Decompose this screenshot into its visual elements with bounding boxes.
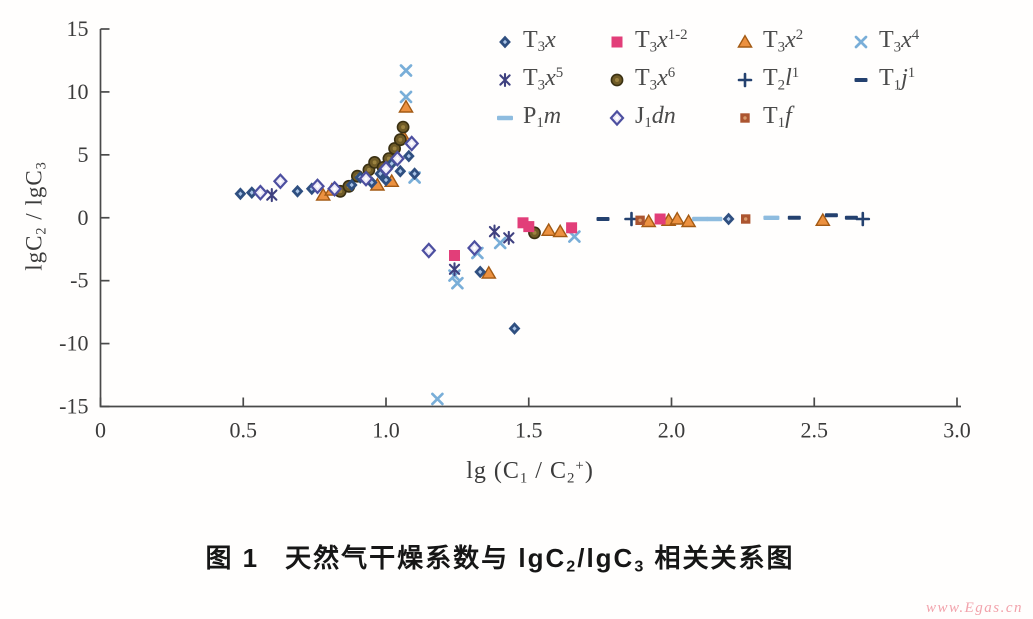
- y-tick-label: -15: [59, 394, 88, 419]
- legend-label: T3x2: [763, 27, 804, 56]
- legend-label: P1m: [523, 103, 562, 132]
- series-T3x: [234, 149, 735, 335]
- axes: [99, 28, 961, 408]
- legend-marker-ssquare-icon: [740, 113, 750, 123]
- legend-item-T1f: T1f: [732, 100, 848, 136]
- legend-marker-odiamond-icon: [609, 109, 625, 127]
- figure-number: 图 1: [205, 543, 260, 573]
- y-tick-label: 10: [67, 79, 89, 104]
- chart-legend: T3x T3x1-2 T3x2 T3x4 T3x5 T3x6 T2l1 T1j1 P1m J1dn…: [492, 24, 954, 136]
- legend-item-T3x5: T3x5: [492, 62, 604, 98]
- tick-labels: 15 10 5 0 -5 -10 -15 0 0.5 1.0 1.5 2.0 2.5 3.0: [59, 16, 971, 443]
- legend-label: J1dn: [635, 103, 676, 132]
- figure-caption: 图 1 天然气干燥系数与 lgC2/lgC3 相关关系图: [0, 538, 1000, 577]
- legend-marker-xmark-icon: [854, 35, 868, 49]
- x-tick-label: 0.5: [230, 418, 258, 443]
- series-T3x6: [333, 120, 541, 240]
- legend-marker-diamond-icon: [499, 35, 511, 49]
- legend-marker-square-icon: [611, 36, 623, 48]
- legend-item-T3x2: T3x2: [732, 24, 848, 60]
- watermark: www.Egas.cn: [925, 600, 1023, 616]
- legend-label: T2l1: [763, 65, 800, 94]
- legend-item-T2l1: T2l1: [732, 62, 848, 98]
- series-T1f: [635, 214, 751, 225]
- series-P1m: [692, 215, 780, 222]
- x-tick-label: 1.0: [372, 418, 400, 443]
- legend-label: T3x4: [879, 27, 920, 56]
- legend-label: T3x1-2: [635, 27, 688, 56]
- y-axis-label: lgC2 / lgC3: [21, 161, 50, 271]
- series-T1j1: [596, 213, 858, 221]
- series-T3x1-2: [449, 213, 666, 261]
- series-J1dn: [252, 135, 482, 259]
- x-tick-label: 1.5: [515, 418, 543, 443]
- legend-marker-triangle-icon: [737, 34, 753, 48]
- scatter-chart: 15 10 5 0 -5 -10 -15 0 0.5 1.0 1.5 2.0 2.5 3.0: [59, 16, 971, 443]
- legend-item-T3x: T3x: [492, 24, 604, 60]
- x-tick-label: 2.5: [801, 418, 829, 443]
- legend-label: T3x6: [635, 65, 676, 94]
- legend-item-P1m: P1m: [492, 100, 604, 136]
- legend-item-T3x4: T3x4: [848, 24, 954, 60]
- legend-marker-circle-icon: [610, 73, 624, 87]
- legend-label: T1f: [763, 103, 792, 132]
- legend-item-T3x1-2: T3x1-2: [604, 24, 732, 60]
- legend-label: T3x: [523, 27, 556, 56]
- legend-item-T3x6: T3x6: [604, 62, 732, 98]
- legend-marker-asterisk-icon: [499, 72, 511, 88]
- x-axis-label: lg (C1 / C2+): [466, 458, 594, 487]
- legend-marker-plus-icon: [737, 72, 753, 88]
- caption-text: 天然气干燥系数与 lgC2/lgC3 相关关系图: [285, 543, 795, 576]
- legend-marker-ldash-icon: [497, 115, 513, 121]
- legend-label: T3x5: [523, 65, 564, 94]
- y-tick-label: -5: [70, 268, 88, 293]
- legend-item-J1dn: J1dn: [604, 100, 732, 136]
- y-tick-label: 15: [67, 16, 89, 41]
- legend-label: T1j1: [879, 65, 916, 94]
- legend-marker-dash-icon: [854, 78, 868, 82]
- series-T3x5: [266, 188, 515, 277]
- y-tick-label: 5: [78, 142, 89, 167]
- x-tick-label: 2.0: [658, 418, 686, 443]
- x-tick-label: 0: [95, 418, 106, 443]
- y-tick-label: 0: [78, 205, 89, 230]
- y-tick-label: -10: [59, 331, 88, 356]
- x-tick-label: 3.0: [943, 418, 971, 443]
- legend-item-T1j1: T1j1: [848, 62, 954, 98]
